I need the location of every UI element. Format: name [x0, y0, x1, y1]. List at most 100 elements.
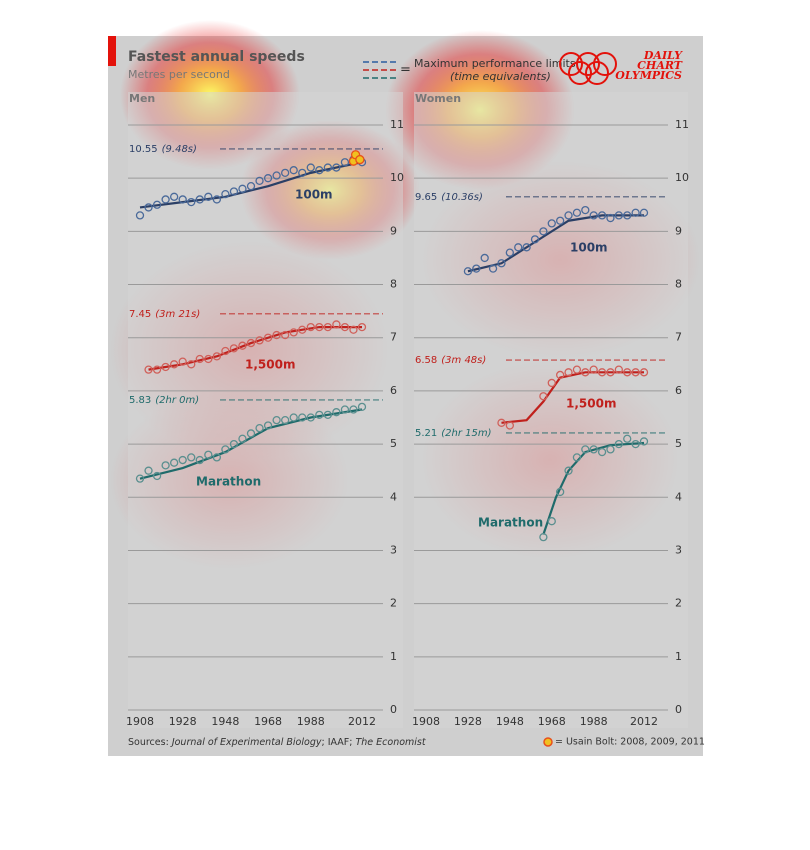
- data-point: [229, 187, 239, 196]
- data-point: [547, 219, 556, 228]
- data-point: [606, 445, 615, 454]
- y-tick-label: 9: [675, 224, 682, 237]
- series-label: 1,500m: [245, 358, 295, 372]
- data-point: [315, 322, 324, 332]
- x-tick-label: 1908: [412, 715, 440, 728]
- data-point: [161, 461, 170, 470]
- max-note: (10.36s): [441, 192, 483, 203]
- data-point: [221, 189, 230, 199]
- data-point: [255, 336, 264, 345]
- data-point: [204, 192, 213, 201]
- trend-line: [139, 408, 363, 480]
- data-point: [263, 421, 273, 430]
- data-point: [152, 471, 162, 481]
- data-point: [539, 392, 548, 401]
- data-point: [306, 413, 315, 422]
- y-tick-label: 8: [675, 278, 682, 291]
- trend-line: [139, 161, 363, 209]
- data-point: [639, 208, 649, 217]
- data-point: [522, 243, 531, 252]
- data-point: [298, 413, 307, 422]
- data-point: [246, 182, 256, 191]
- data-point: [238, 434, 247, 443]
- y-tick-label: 3: [675, 543, 682, 556]
- x-tick-label: 1988: [297, 715, 325, 728]
- data-point: [505, 248, 514, 257]
- data-point: [597, 368, 607, 377]
- data-point: [255, 423, 264, 433]
- data-point: [564, 211, 573, 220]
- data-point: [514, 243, 523, 252]
- max-value: 5.21: [415, 428, 437, 439]
- source-part: The Economist: [355, 737, 426, 748]
- x-tick-label: 1988: [580, 715, 608, 728]
- x-tick-label: 1968: [254, 715, 282, 728]
- data-point: [497, 418, 506, 427]
- bolt-point: [355, 154, 365, 165]
- data-point: [597, 447, 607, 457]
- data-point: [606, 368, 615, 377]
- data-point: [589, 365, 598, 374]
- max-value: 6.58: [415, 355, 437, 366]
- data-point: [289, 413, 298, 422]
- data-point: [135, 474, 145, 483]
- logo: CHART: [637, 59, 683, 72]
- data-point: [357, 322, 367, 332]
- max-label: 7.45 (3m 21s): [129, 309, 200, 320]
- data-point: [212, 352, 221, 361]
- data-point: [298, 325, 307, 334]
- max-label: 10.55 (9.48s): [129, 144, 197, 155]
- data-point: [161, 195, 170, 204]
- data-point: [572, 453, 582, 462]
- data-point: [589, 211, 598, 220]
- data-point: [463, 267, 473, 276]
- data-point: [631, 208, 640, 217]
- data-point: [229, 344, 239, 353]
- x-tick-label: 1928: [169, 715, 197, 728]
- data-point: [581, 368, 590, 377]
- data-point: [572, 208, 582, 217]
- data-point: [614, 439, 623, 449]
- data-point: [606, 213, 615, 223]
- data-point: [212, 195, 221, 204]
- data-point: [289, 328, 298, 337]
- data-point: [572, 365, 582, 374]
- max-note: (2hr 0m): [155, 395, 199, 406]
- data-point: [547, 517, 556, 526]
- series-label: 100m: [570, 241, 608, 255]
- y-tick-label: 5: [390, 437, 397, 450]
- bolt-key: [543, 737, 553, 747]
- data-point: [246, 429, 256, 438]
- max-value: 7.45: [129, 309, 151, 320]
- x-tick-label: 1928: [454, 715, 482, 728]
- data-point: [332, 163, 341, 172]
- logo: DAILY: [643, 49, 683, 62]
- panel-title: Men: [129, 92, 155, 105]
- x-tick-label: 1968: [538, 715, 566, 728]
- data-point: [298, 168, 307, 178]
- olympic-rings: [559, 52, 617, 85]
- x-tick-label: 1948: [211, 715, 239, 728]
- max-value: 10.55: [129, 144, 158, 155]
- data-point: [281, 416, 290, 425]
- data-point: [204, 354, 213, 364]
- data-point: [564, 368, 573, 377]
- y-tick-label: 2: [390, 597, 397, 610]
- x-tick-label: 2012: [348, 715, 376, 728]
- data-point: [221, 445, 230, 454]
- data-point: [505, 421, 514, 430]
- data-point: [614, 365, 623, 374]
- source-part: Sources:: [128, 737, 172, 748]
- data-point: [340, 322, 350, 332]
- source: Sources: Journal of Experimental Biology…: [128, 737, 427, 748]
- data-point: [332, 408, 341, 417]
- data-point: [144, 466, 153, 475]
- data-point: [597, 211, 607, 220]
- data-point: [497, 259, 506, 268]
- y-tick-label: 7: [390, 331, 397, 344]
- data-point: [564, 466, 573, 475]
- data-point: [323, 322, 332, 332]
- data-point: [539, 227, 548, 236]
